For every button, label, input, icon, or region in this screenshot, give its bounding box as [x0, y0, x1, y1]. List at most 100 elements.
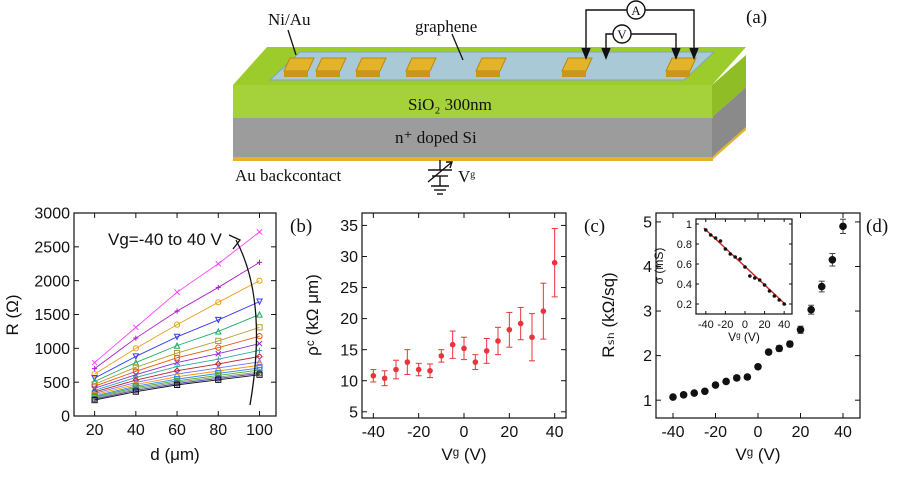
y-tick-label: 5 — [349, 404, 358, 421]
contact-leader — [287, 29, 297, 56]
panel-label-b: (b) — [290, 216, 312, 237]
data-point — [393, 366, 399, 373]
voltmeter-symbol: V — [617, 27, 627, 42]
data-point — [256, 366, 263, 374]
y-axis-label: ρᶜ (kΩ μm) — [303, 274, 322, 356]
y-axis-label: R (Ω) — [3, 294, 22, 335]
oxide-layer-front — [233, 85, 713, 118]
data-point — [427, 367, 433, 374]
data-point — [215, 284, 221, 291]
data-point — [495, 338, 501, 344]
data-point — [743, 373, 752, 381]
data-point — [92, 366, 98, 372]
x-tick-label: 40 — [546, 424, 564, 441]
data-point — [256, 298, 263, 306]
data-point — [215, 337, 222, 344]
contact-pad-front — [406, 71, 430, 77]
graphene-leader — [451, 33, 464, 61]
series-line — [94, 280, 260, 375]
data-point — [762, 283, 767, 287]
x-tick-label: 40 — [127, 422, 145, 439]
data-point — [404, 359, 411, 365]
data-point — [173, 367, 181, 374]
data-point — [132, 371, 139, 378]
x-axis-label: Vᵍ (V) — [441, 445, 486, 464]
data-point — [807, 305, 815, 314]
data-point — [256, 340, 263, 347]
y-tick-label: 10 — [340, 373, 358, 390]
data-point — [256, 277, 263, 284]
data-point — [786, 340, 794, 348]
x-tick-label: 40 — [778, 319, 790, 331]
data-point — [256, 371, 263, 378]
data-point — [777, 298, 782, 302]
data-point — [839, 222, 847, 231]
y-tick-label: 2000 — [34, 273, 70, 290]
x-tick-label: -20 — [704, 424, 727, 441]
gate-voltage-source — [427, 160, 453, 195]
data-point — [483, 348, 490, 354]
data-point — [767, 289, 772, 293]
data-point — [256, 358, 263, 365]
series-line — [94, 374, 260, 401]
x-tick-label: 20 — [500, 424, 518, 441]
data-point — [733, 255, 737, 259]
oxide-label: SiO₂ 300nm — [408, 95, 492, 114]
data-point — [748, 274, 752, 278]
data-point — [174, 289, 181, 296]
data-point — [256, 310, 263, 318]
y-axis-label: σ (mS) — [652, 248, 666, 285]
data-point — [370, 372, 377, 379]
y-tick-label: 1 — [643, 393, 652, 410]
y-tick-label: 35 — [340, 218, 358, 235]
series-line — [94, 326, 260, 385]
data-point — [679, 391, 688, 399]
data-point — [754, 362, 762, 371]
data-series — [92, 259, 263, 372]
data-point — [757, 278, 762, 282]
data-point — [743, 265, 747, 269]
data-point — [133, 335, 139, 341]
voltmeter — [612, 24, 632, 44]
data-point — [91, 381, 98, 388]
y-tick-label: 0.8 — [677, 239, 692, 251]
data-point — [173, 341, 181, 349]
x-tick-label: -40 — [362, 424, 385, 441]
data-point — [772, 294, 777, 298]
data-point — [215, 260, 222, 267]
series-line — [94, 301, 260, 379]
oxide-layer-side — [712, 55, 746, 117]
plot-frame — [361, 212, 567, 419]
contact-pad-front — [666, 71, 690, 77]
substrate-label: n⁺ doped Si — [395, 128, 477, 147]
data-point — [173, 381, 181, 388]
y-tick-label: 0.6 — [677, 259, 692, 271]
data-point — [669, 393, 677, 401]
data-point — [703, 228, 708, 232]
y-tick-label: 2 — [643, 348, 652, 365]
data-series — [91, 228, 263, 366]
contact-resistivity-chart: -40 -20 0 20 40 5 10 15 20 25 30 35 (b) Vᵍ (V) ρᶜ (kΩ … — [290, 212, 567, 464]
data-point — [732, 374, 741, 382]
data-point — [718, 239, 723, 243]
contact-pad-front — [356, 71, 380, 77]
y-tick-label: 0.2 — [677, 299, 692, 311]
data-point — [256, 228, 263, 235]
data-series — [91, 277, 263, 378]
data-point — [472, 359, 479, 365]
y-tick-label: 500 — [43, 375, 70, 392]
series-line — [94, 314, 260, 382]
data-point — [723, 247, 728, 251]
conductivity-inset-chart: -40 -20 0 20 40 0.2 0.4 0.6 0.8 1 Vᵍ (V) σ (mS) — [652, 218, 793, 344]
contact-label: Ni/Au — [268, 10, 311, 29]
series-line — [94, 372, 260, 400]
panel-label-c: (c) — [584, 216, 605, 237]
y-tick-label: 0.4 — [677, 279, 692, 291]
data-point — [438, 353, 445, 359]
data-point — [764, 348, 773, 356]
data-point — [690, 389, 699, 397]
data-point — [214, 360, 222, 368]
graphene-label: graphene — [415, 17, 477, 36]
y-tick-label: 0 — [61, 409, 70, 426]
y-tick-label: 1000 — [34, 341, 70, 358]
